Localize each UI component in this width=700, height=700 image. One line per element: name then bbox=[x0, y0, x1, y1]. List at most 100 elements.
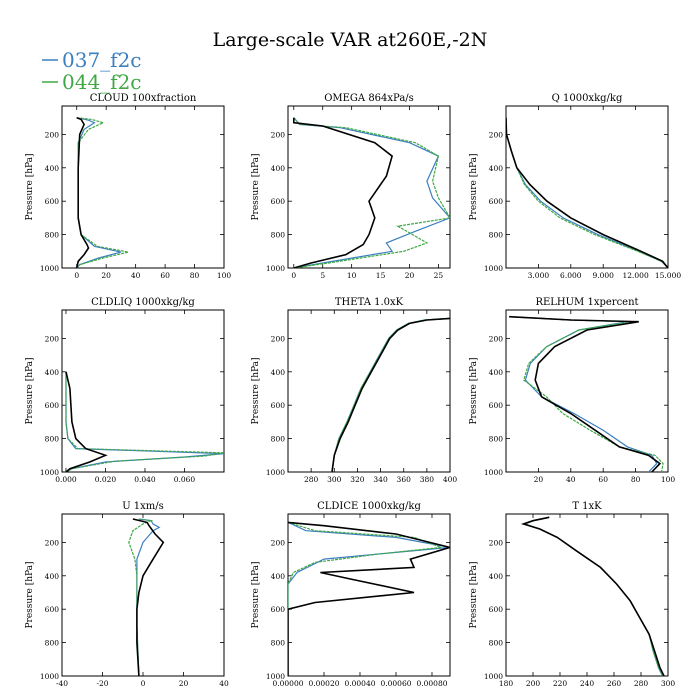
x-tick-label: 0.060 bbox=[174, 475, 196, 484]
y-tick-label: 1000 bbox=[266, 264, 285, 273]
y-tick-label: 200 bbox=[45, 130, 60, 139]
y-tick-label: 800 bbox=[271, 231, 286, 240]
x-tick-label: 360 bbox=[397, 475, 412, 484]
y-tick-label: 400 bbox=[489, 368, 504, 377]
y-tick-label: 600 bbox=[489, 401, 504, 410]
legend-label-037: 037_f2c bbox=[62, 48, 142, 72]
x-tick-label: 60 bbox=[160, 271, 170, 280]
plot-frame bbox=[505, 105, 669, 269]
plot-frame bbox=[505, 513, 669, 677]
series-line-044_f2c bbox=[506, 117, 668, 268]
series-line-037_f2c bbox=[509, 316, 658, 472]
y-tick-label: 800 bbox=[45, 435, 60, 444]
panel-4: CLDLIQ 1000xkg/kg Pressure [hPa] 200 400 600… bbox=[25, 297, 225, 484]
panel-title: THETA 1.0xK bbox=[335, 297, 404, 308]
y-tick-label: 200 bbox=[45, 334, 60, 343]
x-tick-label: 0.040 bbox=[134, 475, 156, 484]
x-tick-label: 0 bbox=[141, 679, 146, 688]
series-line-reference bbox=[331, 317, 450, 472]
y-tick-label: 1000 bbox=[484, 264, 503, 273]
x-tick-label: 280 bbox=[304, 475, 319, 484]
series-line-037_f2c bbox=[293, 117, 450, 268]
x-tick-label: 10 bbox=[347, 271, 357, 280]
series-line-044_f2c bbox=[288, 521, 442, 676]
figure-title: Large-scale VAR at260E,-2N bbox=[213, 29, 488, 51]
series-line-044_f2c bbox=[509, 316, 664, 472]
panel-title: Q 1000xkg/kg bbox=[552, 93, 623, 104]
y-tick-label: 800 bbox=[489, 639, 504, 648]
y-tick-label: 200 bbox=[271, 334, 286, 343]
series-line-044_f2c bbox=[76, 117, 129, 268]
x-tick-label: 300 bbox=[327, 475, 342, 484]
y-tick-label: 200 bbox=[271, 538, 286, 547]
x-tick-label: 100 bbox=[661, 475, 676, 484]
panel-title: CLDLIQ 1000xkg/kg bbox=[91, 297, 195, 308]
series-line-044_f2c bbox=[293, 117, 450, 268]
panel-3: Q 1000xkg/kg Pressure [hPa] 200 400 600 800 10… bbox=[469, 93, 681, 280]
x-tick-label: 12.000 bbox=[622, 271, 648, 280]
y-tick-label: 600 bbox=[489, 605, 504, 614]
series-line-reference bbox=[288, 521, 450, 676]
x-tick-label: 5 bbox=[320, 271, 325, 280]
y-axis-label: Pressure [hPa] bbox=[469, 357, 479, 424]
y-tick-label: 1000 bbox=[484, 468, 503, 477]
x-tick-label: 20 bbox=[101, 271, 111, 280]
x-tick-label: 20 bbox=[534, 475, 544, 484]
x-tick-label: 200 bbox=[526, 679, 541, 688]
x-tick-label: 0.000 bbox=[55, 475, 77, 484]
x-tick-label: 240 bbox=[580, 679, 595, 688]
x-tick-label: 0.00080 bbox=[416, 679, 447, 688]
series-line-037_f2c bbox=[506, 117, 668, 268]
y-tick-label: 400 bbox=[271, 572, 286, 581]
x-tick-label: 6.000 bbox=[560, 271, 582, 280]
x-tick-label: 380 bbox=[420, 475, 435, 484]
plot-frame bbox=[61, 105, 225, 269]
y-tick-label: 800 bbox=[271, 435, 286, 444]
panel-title: OMEGA 864xPa/s bbox=[324, 93, 414, 104]
y-axis-label: Pressure [hPa] bbox=[469, 561, 479, 628]
y-tick-label: 400 bbox=[45, 164, 60, 173]
x-tick-label: 0 bbox=[291, 271, 296, 280]
x-tick-label: 80 bbox=[190, 271, 200, 280]
x-tick-label: 0.00000 bbox=[272, 679, 303, 688]
series-line-reference bbox=[65, 371, 108, 472]
panel-title: RELHUM 1xpercent bbox=[535, 297, 638, 308]
x-tick-label: 0.020 bbox=[95, 475, 117, 484]
y-tick-label: 800 bbox=[489, 435, 504, 444]
series-line-037_f2c bbox=[136, 518, 161, 676]
x-tick-label: 25 bbox=[434, 271, 444, 280]
x-tick-label: 40 bbox=[219, 679, 229, 688]
y-axis-label: Pressure [hPa] bbox=[25, 153, 35, 220]
panel-8: CLDICE 1000xkg/kg Pressure [hPa] 200 400 600… bbox=[251, 501, 451, 688]
x-tick-label: 15 bbox=[376, 271, 386, 280]
series-line-037_f2c bbox=[523, 516, 664, 676]
y-axis-label: Pressure [hPa] bbox=[251, 561, 261, 628]
panel-title: U 1xm/s bbox=[122, 501, 164, 512]
x-tick-label: -40 bbox=[56, 679, 68, 688]
y-tick-label: 600 bbox=[271, 605, 286, 614]
series-line-037_f2c bbox=[65, 371, 224, 472]
series-line-044_f2c bbox=[523, 516, 664, 676]
y-tick-label: 1000 bbox=[40, 264, 59, 273]
y-axis-label: Pressure [hPa] bbox=[469, 153, 479, 220]
y-tick-label: 200 bbox=[45, 538, 60, 547]
y-tick-label: 400 bbox=[489, 164, 504, 173]
x-tick-label: 0.00040 bbox=[344, 679, 375, 688]
y-tick-label: 400 bbox=[489, 572, 504, 581]
y-axis-label: Pressure [hPa] bbox=[25, 561, 35, 628]
y-tick-label: 600 bbox=[45, 197, 60, 206]
plot-frame bbox=[287, 513, 451, 677]
x-tick-label: 340 bbox=[373, 475, 388, 484]
series-line-044_f2c bbox=[65, 371, 224, 472]
x-tick-label: 320 bbox=[350, 475, 365, 484]
x-tick-label: 0.00020 bbox=[308, 679, 339, 688]
x-tick-label: 260 bbox=[607, 679, 622, 688]
y-tick-label: 200 bbox=[489, 334, 504, 343]
y-tick-label: 600 bbox=[45, 401, 60, 410]
y-axis-label: Pressure [hPa] bbox=[251, 153, 261, 220]
